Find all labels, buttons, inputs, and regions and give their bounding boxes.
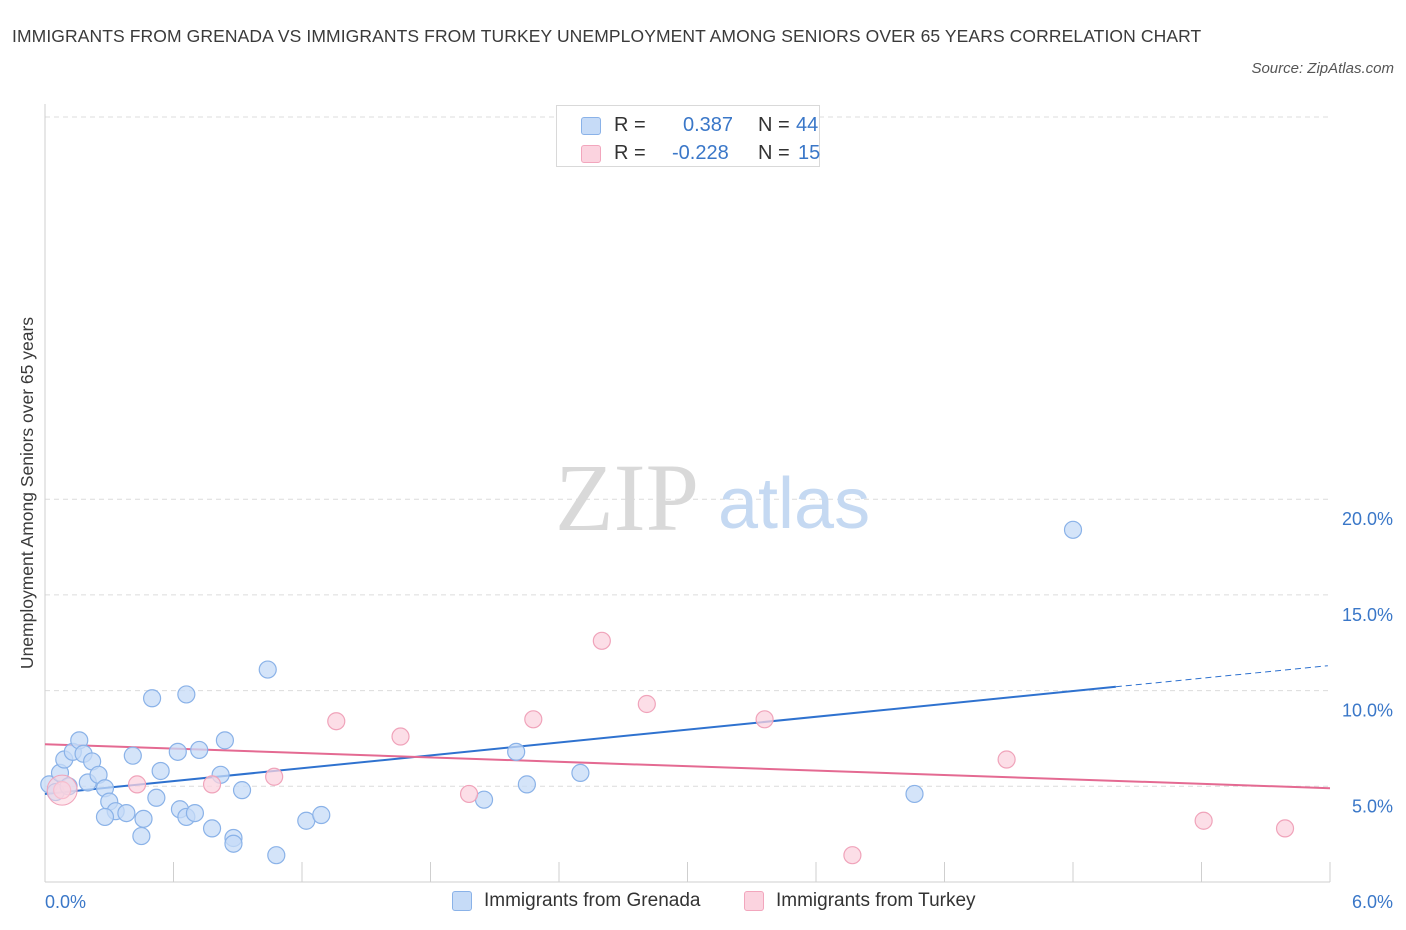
watermark-zip: ZIP	[555, 444, 699, 551]
point-grenada	[312, 805, 331, 825]
axes	[44, 104, 1331, 883]
legend-r-value: 0.387	[683, 114, 734, 136]
point-grenada	[151, 761, 170, 781]
point-turkey	[459, 784, 479, 804]
point-grenada	[517, 775, 536, 794]
point-grenada	[190, 740, 209, 760]
point-grenada	[1063, 520, 1083, 539]
point-grenada	[117, 803, 136, 823]
point-turkey	[391, 727, 410, 746]
point-turkey	[202, 775, 222, 794]
source-label: Source: ZipAtlas.com	[1251, 60, 1394, 77]
watermark-atlas: atlas	[718, 464, 870, 544]
point-grenada	[267, 846, 286, 865]
legend-n-label: N =	[758, 114, 790, 136]
trendline-grenada-extension	[1115, 665, 1328, 688]
point-turkey	[265, 767, 284, 786]
point-turkey	[637, 694, 656, 714]
point-grenada	[95, 807, 115, 827]
trendlines	[44, 665, 1331, 795]
point-grenada	[147, 788, 166, 807]
bottom-legend-label-grenada: Immigrants from Grenada	[484, 890, 701, 911]
point-turkey	[1194, 811, 1213, 830]
point-grenada	[142, 689, 162, 708]
x-tick-label: 0.0%	[45, 892, 86, 912]
point-grenada	[571, 763, 590, 783]
point-turkey	[843, 846, 862, 865]
x-tick-label: 6.0%	[1352, 892, 1393, 912]
y-tick-label: 20.0%	[1342, 509, 1393, 529]
point-grenada	[232, 781, 252, 800]
point-grenada	[132, 826, 151, 846]
point-grenada	[215, 731, 234, 750]
trendline-turkey	[44, 743, 1331, 790]
point-grenada	[258, 660, 277, 679]
point-turkey	[327, 712, 346, 731]
point-grenada	[185, 803, 205, 823]
y-tick-label: 15.0%	[1342, 605, 1393, 625]
correlation-legend: R = 0.387 N = 44 R = -0.228 N = 15	[556, 105, 820, 167]
point-grenada	[168, 742, 187, 761]
y-tick-label: 5.0%	[1352, 796, 1393, 816]
bottom-legend-swatch-grenada	[452, 891, 472, 911]
point-grenada	[134, 809, 153, 828]
point-turkey	[524, 710, 543, 729]
legend-swatch-turkey	[581, 145, 601, 163]
tick-labels: 5.0% 10.0% 15.0% 20.0% 0.0% 6.0%	[45, 509, 1393, 912]
chart-title: IMMIGRANTS FROM GRENADA VS IMMIGRANTS FR…	[12, 26, 1202, 46]
point-turkey-cluster	[46, 774, 78, 806]
y-tick-label: 10.0%	[1342, 701, 1393, 721]
point-grenada	[224, 834, 243, 853]
data-points	[40, 520, 1295, 865]
legend-n-value: 15	[798, 142, 821, 164]
point-turkey	[755, 710, 774, 729]
point-grenada	[202, 819, 222, 838]
point-turkey	[1275, 819, 1295, 838]
point-grenada	[123, 746, 142, 765]
bottom-legend-label-turkey: Immigrants from Turkey	[776, 890, 976, 911]
point-grenada	[507, 742, 526, 761]
legend-n-label: N =	[758, 142, 790, 164]
point-grenada	[905, 784, 924, 804]
point-turkey	[997, 750, 1016, 769]
legend-r-value: -0.228	[672, 142, 729, 164]
point-grenada	[177, 685, 196, 704]
point-turkey	[592, 631, 611, 650]
legend-r-label: R =	[614, 114, 646, 136]
watermark: ZIP atlas	[555, 444, 870, 551]
bottom-legend-swatch-turkey	[744, 891, 764, 911]
legend-r-label: R =	[614, 142, 646, 164]
point-turkey	[127, 775, 147, 794]
y-axis-title: Unemployment Among Seniors over 65 years	[17, 317, 37, 669]
legend-swatch-grenada	[581, 117, 601, 135]
legend-n-value: 44	[796, 114, 819, 136]
